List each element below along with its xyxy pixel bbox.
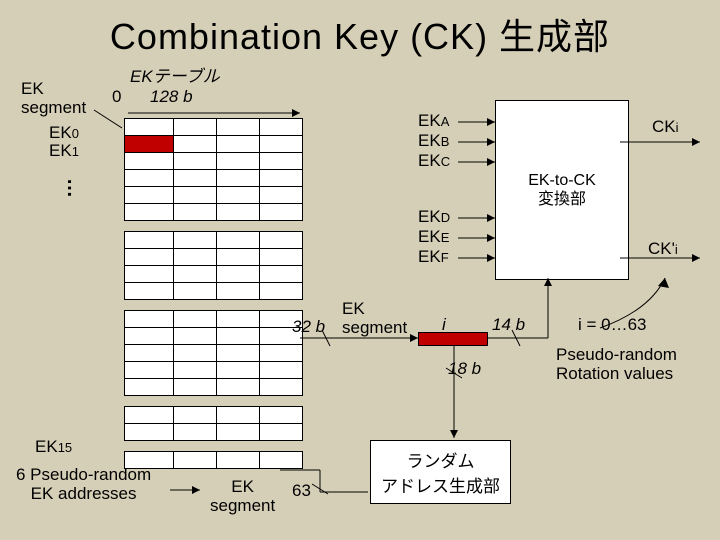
connectors [0, 0, 720, 540]
